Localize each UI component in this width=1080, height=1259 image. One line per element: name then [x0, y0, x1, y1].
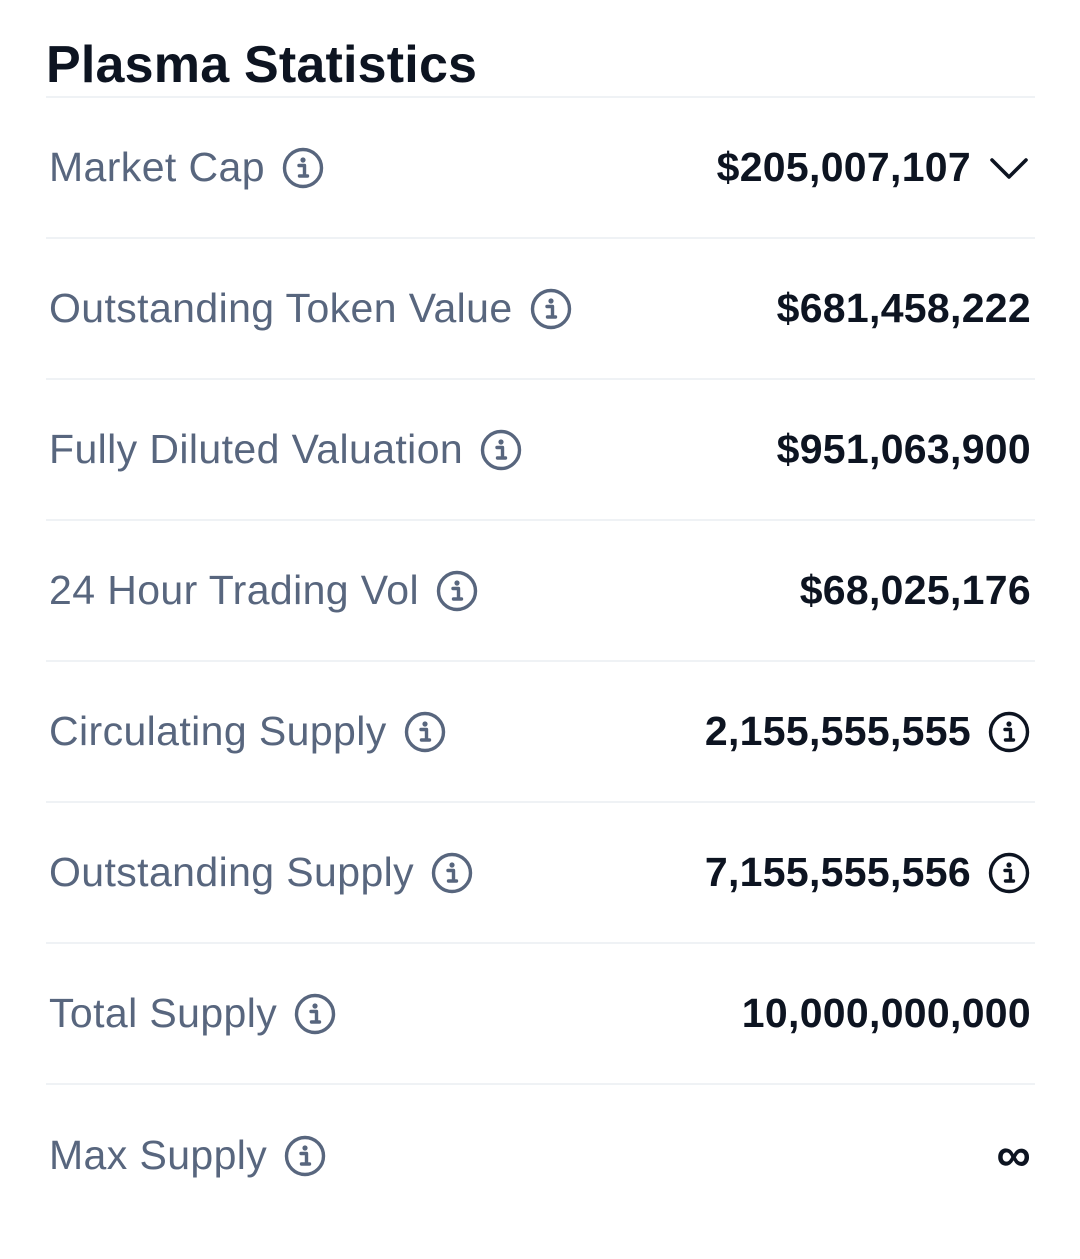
stat-label-group: Total Supply	[46, 990, 337, 1037]
stat-row-24h-trading-vol: 24 Hour Trading Vol $68,025,176	[46, 521, 1035, 662]
stat-value-group: $205,007,107	[717, 144, 1035, 191]
stat-value: 10,000,000,000	[741, 990, 1031, 1036]
stat-value-group: $951,063,900	[777, 426, 1035, 473]
stat-label: Total Supply	[49, 990, 278, 1036]
stat-value-group: ∞	[996, 1128, 1035, 1183]
stat-label-group: Outstanding Supply	[46, 849, 474, 896]
stat-label: Outstanding Token Value	[49, 285, 513, 331]
stat-label-group: Circulating Supply	[46, 708, 447, 755]
stat-value-group: 2,155,555,555	[705, 708, 1035, 755]
info-icon[interactable]	[403, 710, 447, 754]
info-icon[interactable]	[479, 428, 523, 472]
stat-value: $68,025,176	[799, 567, 1031, 613]
info-icon[interactable]	[987, 710, 1031, 754]
info-icon[interactable]	[435, 569, 479, 613]
stat-value-group: $681,458,222	[777, 285, 1035, 332]
stat-row-max-supply: Max Supply ∞	[46, 1085, 1035, 1226]
stat-value: $681,458,222	[776, 285, 1031, 331]
stat-label: Outstanding Supply	[49, 849, 415, 895]
page-title: Plasma Statistics	[46, 0, 1035, 98]
stat-row-outstanding-supply: Outstanding Supply 7,155,555,556	[46, 803, 1035, 944]
stat-label: Fully Diluted Valuation	[49, 426, 464, 472]
info-icon[interactable]	[987, 851, 1031, 895]
stat-value-group: 7,155,555,556	[705, 849, 1035, 896]
stat-label-group: Market Cap	[46, 144, 325, 191]
stat-row-outstanding-token-value: Outstanding Token Value $681,458,222	[46, 239, 1035, 380]
stat-value: $205,007,107	[716, 144, 971, 190]
stat-label: Max Supply	[49, 1132, 268, 1178]
stat-value: 7,155,555,556	[704, 849, 971, 895]
stat-value: ∞	[996, 1129, 1031, 1182]
info-icon[interactable]	[430, 851, 474, 895]
stat-row-fully-diluted-valuation: Fully Diluted Valuation $951,063,900	[46, 380, 1035, 521]
stat-label-group: Max Supply	[46, 1132, 327, 1179]
chevron-down-icon[interactable]	[987, 146, 1031, 190]
stat-label: Circulating Supply	[49, 708, 387, 754]
stat-label-group: Fully Diluted Valuation	[46, 426, 523, 473]
stat-label-group: Outstanding Token Value	[46, 285, 573, 332]
info-icon[interactable]	[283, 1134, 327, 1178]
stat-label-group: 24 Hour Trading Vol	[46, 567, 479, 614]
stat-label: Market Cap	[49, 144, 265, 190]
info-icon[interactable]	[293, 992, 337, 1036]
stat-value-group: $68,025,176	[800, 567, 1035, 614]
statistics-panel: Plasma Statistics Market Cap $205,007,10…	[46, 0, 1035, 1226]
stat-row-circulating-supply: Circulating Supply 2,155,555,555	[46, 662, 1035, 803]
stat-value: $951,063,900	[776, 426, 1031, 472]
stat-row-total-supply: Total Supply 10,000,000,000	[46, 944, 1035, 1085]
stat-value: 2,155,555,555	[704, 708, 971, 754]
stat-row-market-cap: Market Cap $205,007,107	[46, 98, 1035, 239]
stat-label: 24 Hour Trading Vol	[49, 567, 419, 613]
info-icon[interactable]	[529, 287, 573, 331]
info-icon[interactable]	[281, 146, 325, 190]
stat-value-group: 10,000,000,000	[742, 990, 1035, 1037]
